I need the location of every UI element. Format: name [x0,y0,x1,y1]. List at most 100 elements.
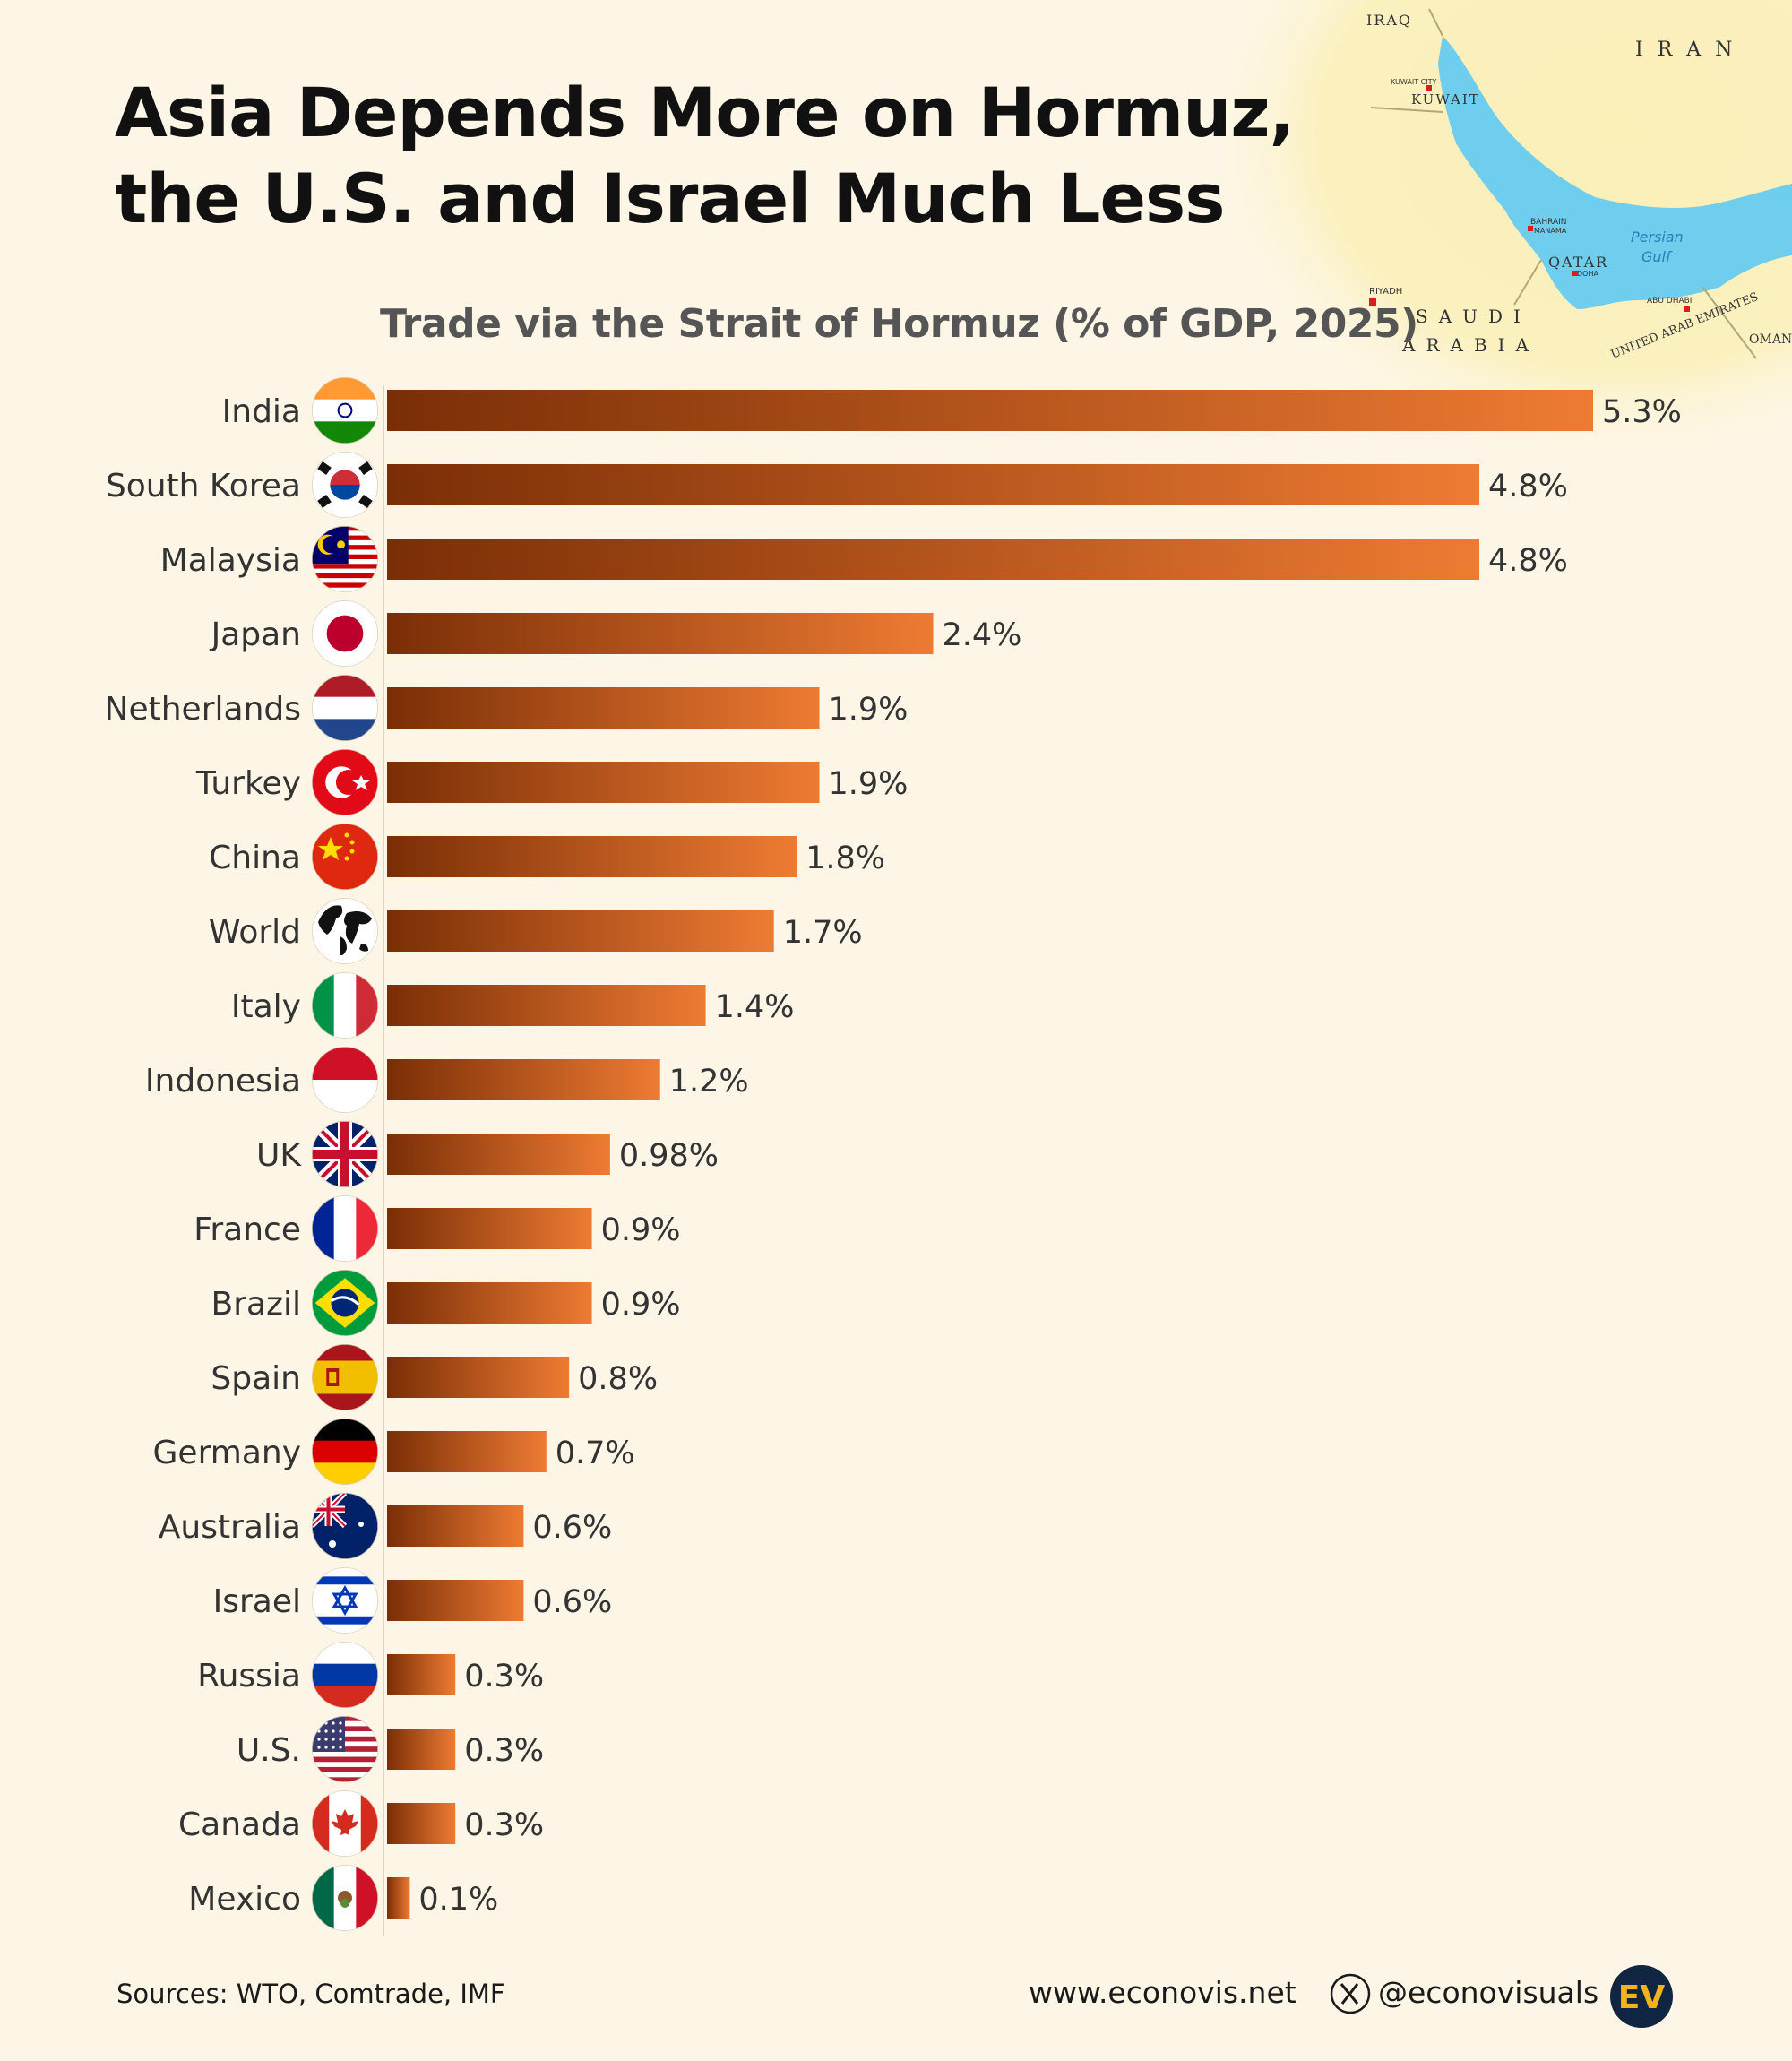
category-label: Netherlands [105,691,301,728]
value-label: 4.8% [1488,469,1568,504]
page-title: Asia Depends More on Hormuz, the U.S. an… [115,70,1295,242]
value-label: 1.7% [783,915,863,951]
bar-row: Japan 2.4% [210,613,1021,654]
bar [387,687,820,729]
logo-text: EV [1618,1979,1666,2016]
japan-flag-icon [312,600,378,667]
bar [387,1431,547,1472]
category-label: Japan [210,617,301,653]
bar [387,1654,456,1695]
category-label: Israel [213,1583,301,1620]
value-label: 0.98% [619,1138,719,1174]
map-label-persian: Persian [1631,229,1684,246]
category-label: U.S. [237,1732,301,1769]
bar [387,1282,592,1324]
category-label: Mexico [188,1881,301,1918]
value-label: 0.3% [464,1659,544,1695]
value-label: 0.6% [532,1510,612,1546]
map-label-abu-dhabi: ABU DHABI [1647,297,1692,306]
spain-flag-icon [312,1344,378,1410]
map-label-saudi: SAUDI [1416,306,1531,327]
bar-row: Australia 0.6% [159,1505,612,1547]
bar-row: Italy 1.4% [231,985,794,1026]
value-label: 0.1% [418,1882,498,1918]
bar [387,985,706,1026]
us-flag-icon [312,1716,378,1782]
category-label: France [194,1212,301,1248]
value-label: 0.7% [556,1436,635,1471]
bar [387,1877,410,1919]
brazil-flag-icon [312,1270,378,1336]
map-marker-riyadh [1369,298,1376,306]
bar-row: China 1.8% [209,836,885,877]
bar-row: UK 0.98% [256,1134,719,1175]
bar [387,1580,524,1621]
bar [387,539,1480,580]
map-label-arabia: ARABIA [1401,334,1539,356]
bar [387,390,1593,431]
category-label: Italy [231,988,301,1025]
bar-row: U.S. 0.3% [237,1729,544,1770]
value-label: 0.3% [464,1733,544,1769]
map-label-iraq: IRAQ [1366,12,1412,29]
china-flag-icon [312,824,378,890]
bar-row: Russia 0.3% [197,1654,544,1695]
map-label-bahrain: BAHRAIN [1530,218,1567,227]
value-label: 1.8% [806,841,885,876]
south-korea-flag-icon [312,452,378,518]
map-label-oman: OMAN [1749,332,1792,347]
australia-flag-icon [312,1493,378,1559]
map-label-manama: MANAMA [1534,227,1567,235]
map-label-gulf: Gulf [1641,248,1673,265]
france-flag-icon [312,1195,378,1262]
netherlands-flag-icon [312,675,378,741]
canada-flag-icon [312,1790,378,1857]
category-label: India [222,393,301,430]
x-logo-icon[interactable] [1330,1973,1371,2014]
econovis-logo: EV [1610,1965,1673,2028]
bar [387,613,934,654]
bar-row: India 5.3% [222,390,1682,431]
russia-flag-icon [312,1642,378,1708]
value-label: 0.9% [601,1212,681,1248]
mexico-flag-icon [312,1865,378,1931]
map-label-iran: IRAN [1635,39,1746,61]
bar [387,762,820,803]
category-label: South Korea [106,468,301,504]
bar-chart: India 5.3% South Korea 4.8% Malaysia 4.8% Japa… [105,377,1682,1936]
malaysia-flag-icon [312,526,378,592]
map-marker-manama [1528,226,1533,231]
value-label: 0.8% [578,1361,658,1397]
category-label: Brazil [211,1286,301,1323]
footer-source: Sources: WTO, Comtrade, IMF [116,1979,505,2009]
bar-row: Netherlands 1.9% [105,687,908,729]
category-label: Russia [197,1658,301,1695]
category-label: Canada [178,1807,301,1843]
footer-website-link[interactable]: www.econovis.net [1029,1975,1297,2010]
category-label: Malaysia [160,542,301,579]
bar [387,1505,524,1547]
map-marker-kuwait-city [1426,85,1432,91]
page-title-line-1: Asia Depends More on Hormuz, [115,73,1295,152]
map-label-riyadh: RIYADH [1369,287,1402,297]
chart-title: Trade via the Strait of Hormuz (% of GDP… [380,301,1418,347]
israel-flag-icon [312,1567,378,1634]
map-label-doha: DOHA [1577,270,1598,278]
map-label-kuwait: KUWAIT [1411,91,1480,108]
uk-flag-icon [312,1121,378,1187]
category-label: Turkey [195,765,301,802]
map-marker-doha [1572,271,1578,276]
italy-flag-icon [312,972,378,1039]
map-label-qatar: QATAR [1548,254,1608,271]
value-label: 0.3% [464,1807,544,1843]
page-title-line-2: the U.S. and Israel Much Less [115,159,1225,238]
map-marker-abu-dhabi [1684,306,1690,312]
value-label: 0.9% [601,1287,681,1323]
category-label: UK [256,1137,302,1174]
bar-row: Spain 0.8% [211,1357,658,1398]
map-border-lines [1370,8,1757,359]
bar-row: Mexico 0.1% [188,1877,498,1919]
footer-social-handle[interactable]: @econovisuals [1378,1975,1599,2010]
bar-row: Canada 0.3% [178,1803,544,1844]
bar [387,464,1480,505]
